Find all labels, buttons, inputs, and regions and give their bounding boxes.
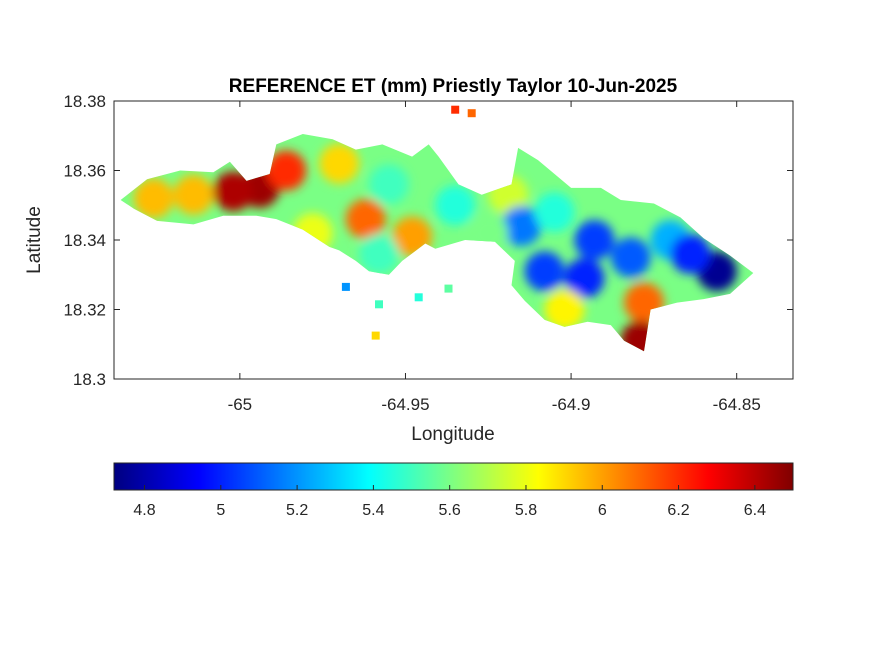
et-value-cell bbox=[544, 289, 585, 330]
colorbar-tick-label: 4.8 bbox=[133, 502, 155, 519]
et-value-cell bbox=[524, 251, 565, 292]
colorbar-gradient bbox=[114, 463, 793, 490]
et-value-cell bbox=[435, 185, 476, 226]
colorbar-tick-label: 5 bbox=[216, 502, 225, 519]
y-axis-ticks: 18.3 18.32 18.34 18.36 18.38 bbox=[63, 92, 793, 389]
x-tick-label: -64.95 bbox=[381, 395, 429, 414]
islet-cell bbox=[375, 300, 383, 309]
colorbar-tick-label: 5.8 bbox=[515, 502, 537, 519]
islet-cell bbox=[451, 105, 460, 114]
colorbar-tick-label: 5.4 bbox=[362, 502, 384, 519]
islets bbox=[341, 105, 476, 340]
y-tick-label: 18.34 bbox=[63, 231, 106, 250]
chart-title: REFERENCE ET (mm) Priestly Taylor 10-Jun… bbox=[229, 76, 678, 97]
y-tick-label: 18.38 bbox=[63, 92, 106, 111]
et-value-cell bbox=[319, 143, 360, 184]
colorbar-tick-label: 5.6 bbox=[439, 502, 461, 519]
et-value-cell bbox=[173, 174, 214, 215]
x-tick-label: -65 bbox=[228, 395, 253, 414]
colorbar-tick-label: 6 bbox=[598, 502, 607, 519]
colorbar-tick-label: 6.4 bbox=[744, 502, 766, 519]
et-value-cell bbox=[501, 206, 542, 247]
et-value-cell bbox=[564, 258, 605, 299]
islet-cell bbox=[467, 109, 476, 118]
colorbar-frame bbox=[113, 462, 794, 491]
et-value-cell bbox=[345, 199, 386, 240]
y-tick-label: 18.36 bbox=[63, 162, 106, 181]
plot-area: -65 -64.95 -64.9 -64.85 18.3 18.32 18.34 18.36… bbox=[63, 92, 794, 414]
et-value-cell bbox=[359, 233, 399, 274]
colorbar: 4.8 5 5.2 5.4 5.6 5.8 6 6.2 6.4 bbox=[113, 462, 794, 519]
et-value-cell bbox=[534, 192, 575, 233]
x-tick-label: -64.85 bbox=[713, 395, 761, 414]
islet-cell bbox=[414, 293, 423, 302]
colorbar-tick-label: 6.2 bbox=[667, 502, 689, 519]
islet-cell bbox=[444, 284, 453, 293]
islet-cell bbox=[371, 331, 380, 340]
et-value-cell bbox=[266, 150, 307, 191]
colorbar-ticks: 4.8 5 5.2 5.4 5.6 5.8 6 6.2 6.4 bbox=[133, 485, 766, 519]
x-axis-label: Longitude bbox=[411, 424, 494, 445]
et-value-cell bbox=[610, 237, 651, 278]
et-field-blobs bbox=[133, 143, 737, 352]
et-value-cell bbox=[133, 178, 174, 219]
x-tick-label: -64.9 bbox=[552, 395, 591, 414]
y-tick-label: 18.32 bbox=[63, 301, 106, 320]
et-value-cell bbox=[574, 220, 615, 260]
islet-cell bbox=[341, 282, 350, 291]
et-value-cell bbox=[368, 164, 409, 205]
x-axis-ticks: -65 -64.95 -64.9 -64.85 bbox=[228, 101, 761, 414]
y-tick-label: 18.3 bbox=[73, 370, 106, 389]
y-axis-label: Latitude bbox=[24, 206, 45, 274]
colorbar-tick-label: 5.2 bbox=[286, 502, 308, 519]
et-value-cell bbox=[670, 233, 711, 274]
et-value-cell bbox=[213, 171, 254, 212]
